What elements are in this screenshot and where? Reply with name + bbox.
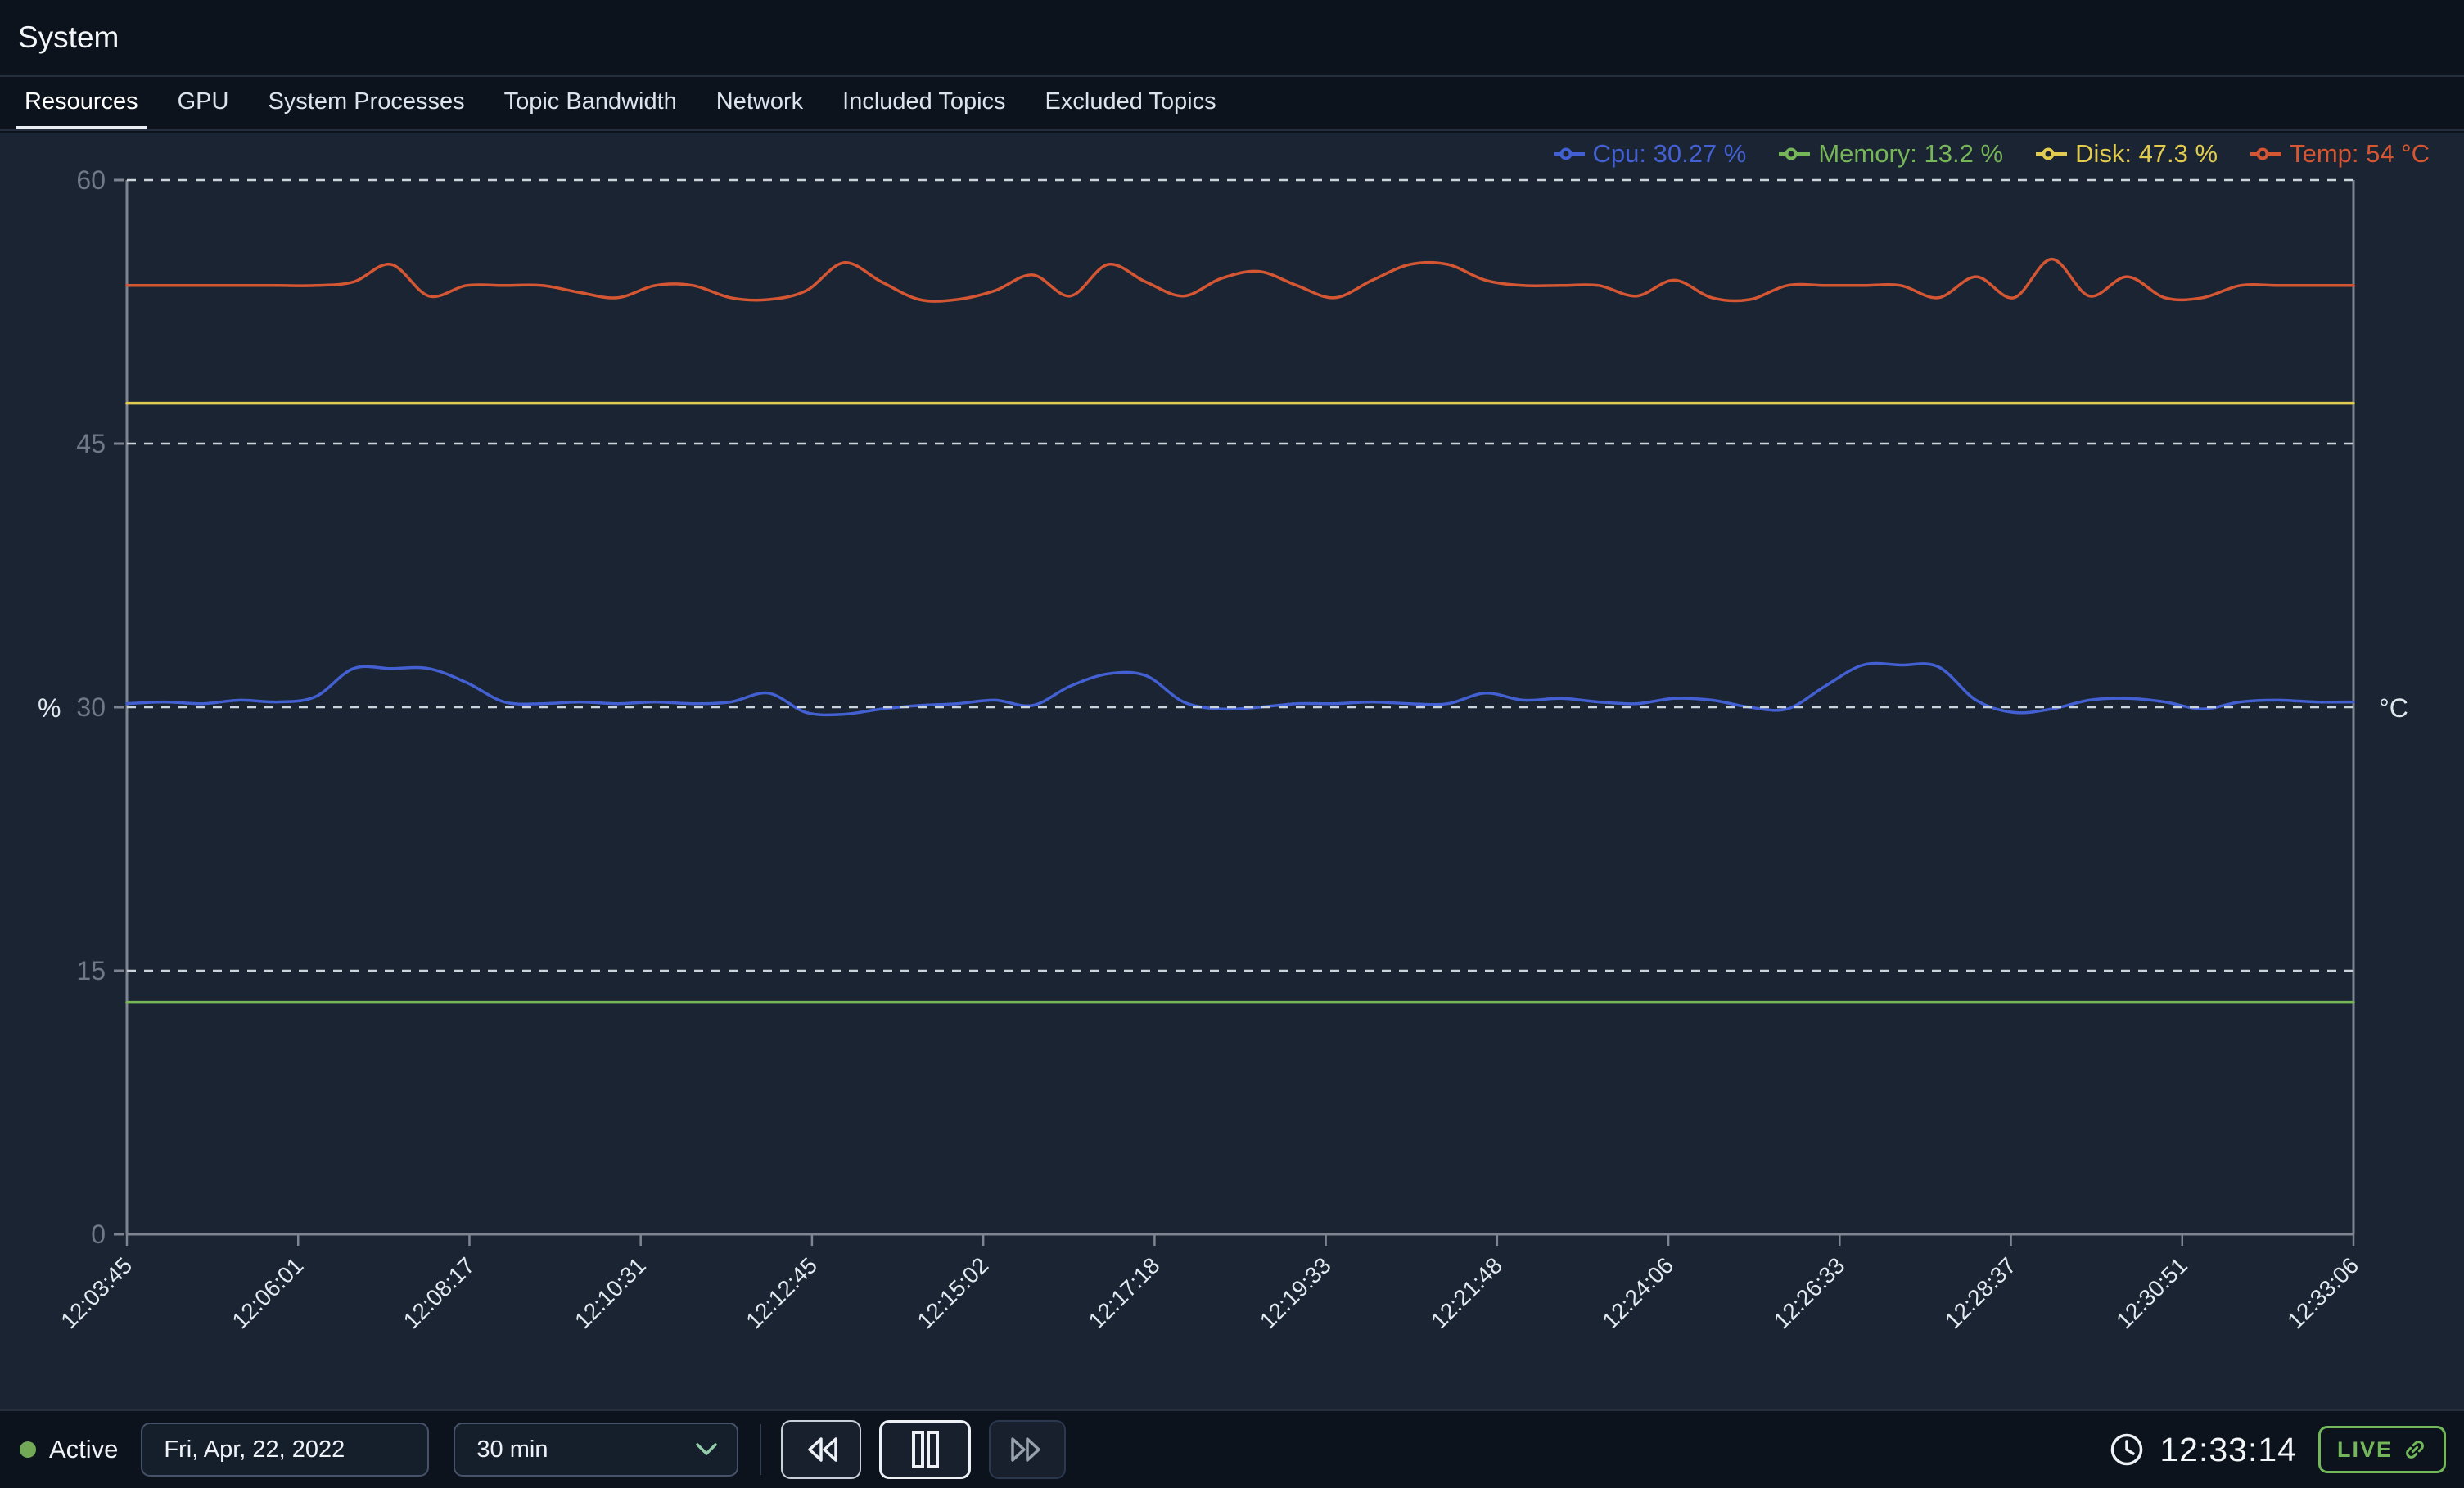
svg-text:12:03:45: 12:03:45 bbox=[56, 1252, 137, 1333]
fast-forward-icon bbox=[1011, 1437, 1041, 1462]
legend-label: Cpu: 30.27 % bbox=[1592, 139, 1747, 168]
legend-item-temp[interactable]: Temp: 54 °C bbox=[2250, 139, 2430, 169]
gridlines bbox=[127, 178, 2353, 972]
legend-item-memory[interactable]: Memory: 13.2 % bbox=[1779, 139, 2003, 169]
svg-text:12:26:33: 12:26:33 bbox=[1769, 1252, 1850, 1333]
tab-topic-bandwidth[interactable]: Topic Bandwidth bbox=[503, 88, 677, 115]
svg-text:12:17:18: 12:17:18 bbox=[1084, 1252, 1165, 1333]
time-range-select[interactable]: 30 min bbox=[454, 1423, 739, 1477]
seek-forward-button[interactable] bbox=[989, 1420, 1067, 1479]
toolbar-divider bbox=[760, 1424, 762, 1475]
svg-text:12:15:02: 12:15:02 bbox=[912, 1252, 993, 1333]
chevron-down-icon bbox=[696, 1443, 718, 1455]
tab-gpu[interactable]: GPU bbox=[177, 88, 229, 115]
time-range-value: 30 min bbox=[476, 1436, 548, 1463]
svg-text:0: 0 bbox=[91, 1220, 106, 1249]
svg-text:15: 15 bbox=[76, 956, 106, 985]
y-right-unit-label: °C bbox=[2379, 693, 2408, 723]
playback-clock-group: 12:33:14 LIVE bbox=[2109, 1426, 2446, 1473]
status-label: Active bbox=[49, 1435, 119, 1463]
svg-text:12:12:45: 12:12:45 bbox=[741, 1252, 822, 1333]
svg-text:12:08:17: 12:08:17 bbox=[399, 1252, 480, 1333]
legend-item-disk[interactable]: Disk: 47.3 % bbox=[2036, 139, 2218, 169]
svg-text:12:10:31: 12:10:31 bbox=[570, 1252, 651, 1333]
y-axis-ticks: 0 15 30 45 60 bbox=[76, 165, 124, 1249]
live-button[interactable]: LIVE bbox=[2317, 1426, 2446, 1473]
svg-text:12:24:06: 12:24:06 bbox=[1597, 1252, 1678, 1333]
svg-text:30: 30 bbox=[76, 692, 106, 722]
page-title: System bbox=[18, 20, 120, 54]
legend-label: Memory: 13.2 % bbox=[1818, 139, 2004, 168]
axis-unit-labels: % °C bbox=[38, 693, 2408, 723]
active-status-dot bbox=[20, 1441, 36, 1458]
legend-marker-icon bbox=[2036, 147, 2068, 160]
panel-titlebar: System bbox=[0, 0, 2464, 77]
resources-chart-panel: 0 15 30 45 60% °C 12:03:45 12:06:01 12:08:17 12:1… bbox=[0, 133, 2464, 1409]
pause-button[interactable] bbox=[879, 1420, 972, 1479]
legend-label: Temp: 54 °C bbox=[2290, 139, 2430, 168]
svg-text:12:19:33: 12:19:33 bbox=[1255, 1252, 1336, 1333]
legend-marker-icon bbox=[2250, 147, 2282, 160]
svg-text:12:06:01: 12:06:01 bbox=[227, 1252, 308, 1333]
playback-bar: Active 30 min 12:33:14 LI bbox=[0, 1409, 2464, 1488]
series-cpu bbox=[125, 661, 2355, 717]
y-left-unit-label: % bbox=[38, 693, 61, 723]
live-label: LIVE bbox=[2336, 1436, 2393, 1462]
connection-status: Active bbox=[20, 1435, 118, 1464]
tab-included-topics[interactable]: Included Topics bbox=[842, 88, 1006, 115]
chart-legend: Cpu: 30.27 % Memory: 13.2 % Disk: 47.3 %… bbox=[1553, 139, 2430, 169]
legend-label: Disk: 47.3 % bbox=[2075, 139, 2218, 168]
tab-bar: Resources GPU System Processes Topic Ban… bbox=[0, 77, 2464, 131]
x-axis-ticks: 12:03:45 12:06:01 12:08:17 12:10:31 12:12:45… bbox=[56, 1234, 2363, 1333]
legend-marker-icon bbox=[1553, 147, 1585, 160]
svg-text:45: 45 bbox=[76, 429, 106, 458]
series-temp bbox=[125, 257, 2355, 303]
tab-system-processes[interactable]: System Processes bbox=[268, 88, 465, 115]
tab-excluded-topics[interactable]: Excluded Topics bbox=[1045, 88, 1216, 115]
link-icon bbox=[2406, 1441, 2424, 1459]
svg-text:60: 60 bbox=[76, 165, 106, 195]
clock-icon bbox=[2111, 1433, 2143, 1466]
svg-text:12:21:48: 12:21:48 bbox=[1426, 1252, 1507, 1333]
seek-backward-button[interactable] bbox=[781, 1420, 862, 1479]
rewind-icon bbox=[808, 1437, 838, 1462]
legend-marker-icon bbox=[1779, 147, 1811, 160]
legend-item-cpu[interactable]: Cpu: 30.27 % bbox=[1553, 139, 1747, 169]
date-input[interactable] bbox=[141, 1423, 430, 1477]
resources-chart[interactable]: 0 15 30 45 60% °C 12:03:45 12:06:01 12:08:17 12:1… bbox=[0, 133, 2464, 1409]
svg-text:12:33:06: 12:33:06 bbox=[2282, 1252, 2363, 1333]
tab-network[interactable]: Network bbox=[715, 88, 804, 115]
tab-resources[interactable]: Resources bbox=[16, 77, 147, 129]
svg-text:12:28:37: 12:28:37 bbox=[1940, 1252, 2021, 1333]
svg-text:12:30:51: 12:30:51 bbox=[2111, 1252, 2192, 1333]
pause-icon bbox=[912, 1431, 940, 1468]
current-time: 12:33:14 bbox=[2159, 1430, 2297, 1468]
